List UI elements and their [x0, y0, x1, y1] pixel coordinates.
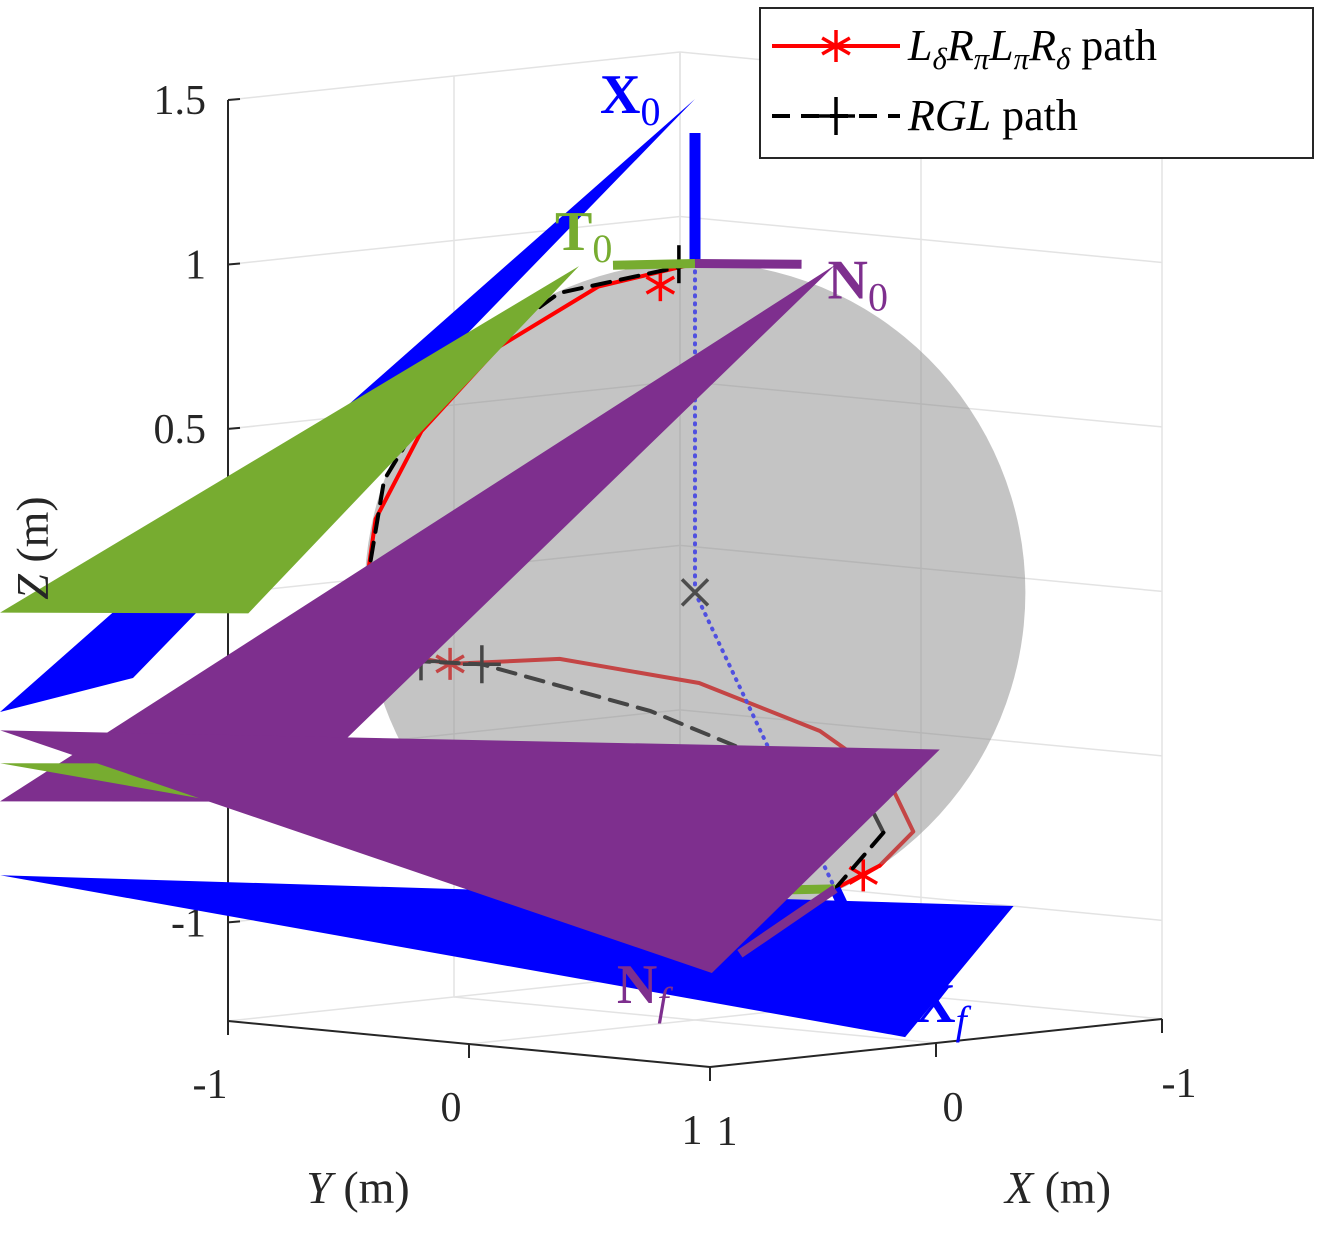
legend-label: LδRπLπRδ path: [907, 21, 1157, 76]
z-tick: [227, 426, 241, 430]
x-tick-label: 0: [943, 1085, 964, 1131]
x-axis-label: X (m): [1003, 1162, 1111, 1213]
frame-vector: [0, 258, 696, 614]
marker-stroke: [848, 865, 879, 885]
path-line: [833, 830, 886, 891]
vector-label: X0: [600, 64, 660, 134]
vector-head: [0, 730, 940, 973]
vector-head: [0, 266, 580, 614]
vector-letter: N: [617, 954, 657, 1016]
z-tick-label: 1.5: [154, 78, 207, 124]
vector-shaft: [737, 885, 838, 958]
vector-letter: T: [555, 201, 592, 263]
plus-marker: [817, 97, 855, 135]
x-tick-label: 1: [717, 1109, 738, 1155]
star-marker: [645, 269, 676, 302]
vector-label: Xf: [915, 973, 971, 1043]
z-axis-label: Z (m): [7, 496, 58, 600]
z-tick-label: 1: [185, 242, 206, 288]
vector-shaft: [612, 258, 696, 270]
z-tick: [227, 98, 241, 101]
vector-label: T0: [555, 201, 612, 271]
x-tick-label: -1: [1162, 1061, 1197, 1107]
vector-head: [0, 264, 836, 802]
y-tick-label: 0: [441, 1085, 462, 1131]
center-marker: [680, 578, 710, 607]
vector-letter: X: [915, 973, 955, 1035]
legend-box: [759, 7, 1314, 159]
marker-stroke: [680, 578, 710, 607]
vector-subscript: f: [956, 998, 972, 1043]
vector-shaft: [694, 258, 802, 269]
y-axis-label: Y (m): [306, 1162, 410, 1213]
frame-vector: [0, 730, 940, 973]
z-tick: [227, 262, 241, 266]
z-tick-label: 0.5: [154, 407, 207, 453]
frame-vector: [0, 258, 836, 802]
marker-stroke: [645, 275, 676, 295]
y-tick-label: -1: [193, 1062, 228, 1108]
vector-subscript: 0: [640, 89, 660, 134]
vector-letter: X: [600, 64, 640, 126]
star-marker: [848, 859, 879, 892]
legend-label: RGL path: [907, 91, 1078, 140]
marker-stroke: [821, 36, 851, 56]
z-tick: [227, 920, 241, 924]
star-marker: [821, 30, 851, 62]
vector-label: N0: [828, 250, 888, 320]
vector-subscript: 0: [868, 275, 888, 320]
y-tick-label: 1: [682, 1108, 703, 1154]
vector-letter: N: [828, 250, 868, 312]
vector-subscript: 0: [592, 226, 612, 271]
